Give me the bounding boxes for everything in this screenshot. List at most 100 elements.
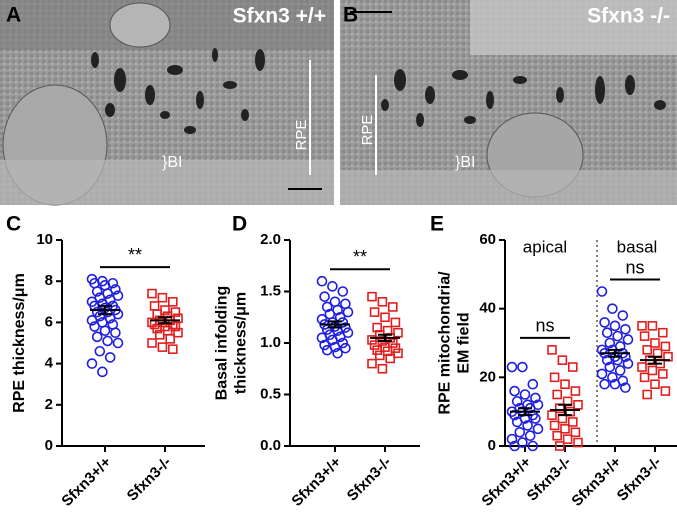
data-point: [511, 396, 523, 407]
data-point: [604, 337, 616, 349]
panel-label: C: [6, 213, 21, 236]
data-point: [650, 379, 660, 390]
y-tick-label: 1.0: [260, 334, 281, 351]
y-axis-label: thickness/μm: [233, 292, 250, 394]
data-point: [147, 288, 157, 299]
data-point: [157, 342, 168, 352]
x-tick-label: Sfxn3-/-: [124, 454, 175, 505]
error-bar: [328, 320, 342, 329]
data-point: [367, 335, 377, 345]
y-axis-label: EM field: [456, 312, 473, 373]
rpe-label: RPE: [293, 120, 310, 151]
data-point: [377, 363, 388, 374]
data-point: [547, 345, 557, 355]
bi-label: }BI: [162, 154, 182, 171]
error-bar: [648, 355, 662, 365]
data-point: [342, 306, 354, 318]
data-point: [147, 338, 157, 348]
region-label: apical: [523, 237, 567, 256]
data-point: [617, 310, 629, 321]
data-point: [612, 330, 623, 342]
data-point: [519, 389, 531, 400]
data-point: [637, 362, 647, 372]
data-point: [97, 366, 108, 378]
data-point: [524, 430, 536, 442]
panel-label: B: [343, 4, 358, 27]
data-point: [549, 372, 560, 383]
data-point: [622, 358, 634, 369]
data-point: [642, 389, 653, 400]
data-point: [622, 334, 634, 345]
data-point: [327, 281, 338, 292]
data-point: [547, 410, 557, 420]
data-point: [604, 361, 616, 373]
data-point: [173, 327, 183, 338]
y-tick-label: 4: [45, 355, 54, 372]
data-point: [390, 317, 401, 328]
significance-label: ns: [535, 316, 554, 336]
bi-label: }BI: [455, 154, 475, 171]
em-image-a: [0, 0, 334, 206]
data-point: [165, 334, 175, 344]
data-point: [639, 331, 650, 341]
data-point: [369, 340, 380, 350]
significance-label: ns: [625, 257, 644, 277]
data-point: [560, 379, 570, 390]
y-axis-label: Basal infolding: [214, 286, 231, 401]
data-point: [620, 323, 631, 335]
data-point: [99, 325, 111, 336]
data-point: [562, 434, 573, 444]
data-point: [609, 320, 621, 332]
data-point: [155, 329, 165, 340]
data-point: [385, 353, 396, 364]
x-tick-label: Sfxn3+/+: [478, 453, 534, 509]
data-point: [506, 433, 518, 445]
data-point: [340, 342, 351, 354]
em-image-b: [340, 0, 677, 205]
data-point: [570, 386, 581, 396]
data-point: [530, 413, 541, 424]
y-tick-label: 2.0: [260, 231, 281, 248]
data-point: [393, 348, 403, 359]
data-point: [319, 291, 330, 302]
data-point: [514, 426, 526, 438]
data-point: [532, 423, 544, 435]
data-point: [374, 350, 385, 361]
y-tick-label: 1.5: [260, 282, 281, 299]
data-point: [601, 354, 613, 366]
data-point: [637, 321, 647, 331]
data-point: [369, 307, 380, 317]
data-point: [86, 315, 98, 326]
data-point: [570, 427, 581, 438]
data-point: [647, 321, 658, 331]
data-point: [607, 372, 618, 383]
significance-label: **: [353, 247, 367, 267]
data-point: [596, 286, 608, 297]
error-bar: [518, 407, 532, 417]
data-point: [377, 296, 388, 307]
data-point: [660, 341, 671, 352]
data-point: [91, 286, 103, 297]
y-axis-label: RPE mitochondria/: [437, 271, 454, 415]
data-point: [567, 417, 578, 427]
panel-label: E: [430, 213, 444, 236]
image-label: Sfxn3 +/+: [233, 5, 326, 28]
data-point: [557, 355, 568, 365]
panel-label: D: [232, 213, 247, 236]
error-bar: [608, 348, 622, 358]
data-point: [552, 430, 563, 441]
y-tick-label: 40: [479, 300, 496, 317]
y-tick-label: 6: [45, 313, 53, 330]
data-point: [112, 337, 124, 349]
data-point: [89, 321, 100, 332]
data-point: [316, 332, 328, 344]
significance-label: **: [128, 245, 142, 265]
data-point: [506, 361, 518, 373]
data-point: [332, 347, 343, 359]
data-point: [147, 317, 157, 328]
data-point: [601, 327, 613, 339]
data-point: [390, 343, 401, 353]
data-point: [657, 327, 668, 338]
y-tick-label: 0.0: [260, 437, 281, 454]
data-point: [607, 303, 618, 314]
